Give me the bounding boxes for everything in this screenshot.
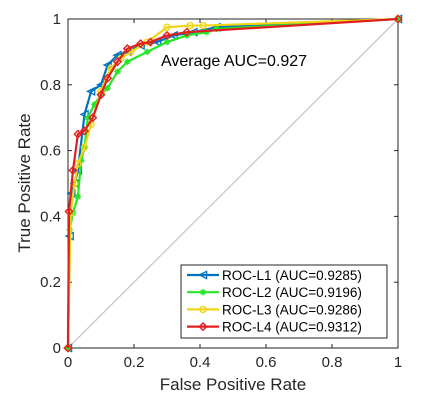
legend-item: ROC-L1 (AUC=0.9285) xyxy=(187,268,362,283)
legend-marker xyxy=(199,289,207,296)
y-tick-label: 1 xyxy=(53,11,61,28)
x-tick-label: 0.2 xyxy=(124,354,145,371)
average-auc-annotation: Average AUC=0.927 xyxy=(161,53,307,70)
x-tick-label: 0.6 xyxy=(256,354,277,371)
y-tick-label: 0.4 xyxy=(40,208,61,225)
data-point xyxy=(122,44,132,54)
data-point xyxy=(79,109,89,120)
series-roc-l4 xyxy=(63,14,403,353)
y-tick-label: 0.8 xyxy=(40,77,61,94)
series-line xyxy=(66,17,399,349)
data-point xyxy=(393,14,403,24)
x-axis-label: False Positive Rate xyxy=(160,375,306,394)
data-point xyxy=(79,126,90,136)
legend: ROC-L1 (AUC=0.9285) ROC-L2 (AUC=0.9196) RO… xyxy=(180,264,388,339)
data-point xyxy=(86,86,96,97)
legend-label: ROC-L2 (AUC=0.9196) xyxy=(222,285,362,300)
data-point xyxy=(162,30,172,41)
series-line xyxy=(66,17,399,349)
x-tick-label: 1 xyxy=(394,354,402,371)
legend-label: ROC-L4 (AUC=0.9312) xyxy=(222,320,362,335)
data-point xyxy=(80,143,89,152)
data-point xyxy=(103,73,113,83)
legend-label: ROC-L3 (AUC=0.9286) xyxy=(222,302,362,317)
data-point xyxy=(114,68,121,75)
data-point xyxy=(182,27,192,37)
legend-marker xyxy=(197,270,208,280)
data-point xyxy=(63,343,73,353)
data-point xyxy=(145,37,156,47)
y-tick-label: 0.2 xyxy=(40,274,61,291)
data-point xyxy=(68,165,78,175)
axes-box xyxy=(67,18,399,349)
legend-item: ROC-L3 (AUC=0.9286) xyxy=(187,302,362,317)
x-tick-label: 0.4 xyxy=(190,354,211,371)
legend-label: ROC-L1 (AUC=0.9285) xyxy=(222,268,362,283)
data-point xyxy=(186,21,194,30)
legend-item: ROC-L4 (AUC=0.9312) xyxy=(187,320,362,335)
y-tick-label: 0.6 xyxy=(40,143,61,160)
y-axis-label: True Positive Rate xyxy=(15,113,34,252)
x-tick-label: 0.8 xyxy=(322,354,343,371)
chance-diagonal-line xyxy=(67,18,399,349)
data-point xyxy=(88,113,98,123)
plot-area: 00 0.2 0.2 0.4 0.4 0.6 0.6 0.8 0.8 1 1 xyxy=(40,11,403,371)
y-tick-label: 0 xyxy=(53,340,61,357)
data-point xyxy=(124,58,131,65)
data-point xyxy=(73,129,83,139)
data-point xyxy=(144,48,151,56)
legend-item: ROC-L2 (AUC=0.9196) xyxy=(187,285,362,300)
data-point xyxy=(96,90,106,100)
data-point xyxy=(64,206,74,217)
data-point xyxy=(163,23,171,31)
data-point xyxy=(104,84,111,92)
legend-marker xyxy=(199,305,207,314)
data-point xyxy=(199,21,208,30)
data-point xyxy=(112,57,123,67)
legend-marker xyxy=(198,322,208,332)
data-point xyxy=(84,114,91,121)
data-point xyxy=(136,39,146,49)
x-tick-label: 0 xyxy=(64,354,72,371)
data-point xyxy=(74,193,82,200)
